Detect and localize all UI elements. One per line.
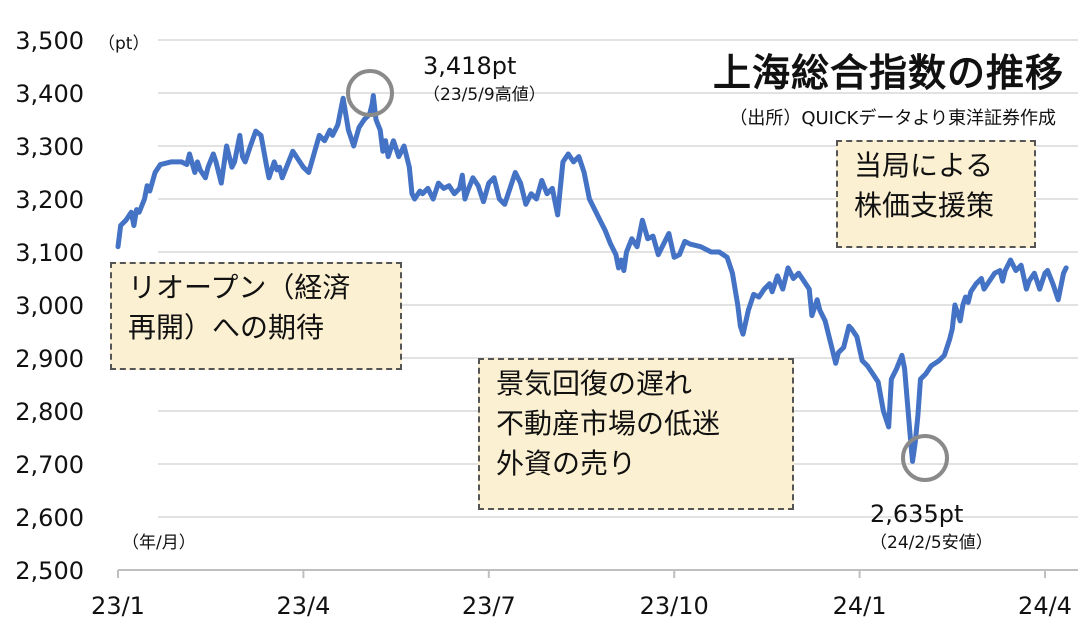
low-value: 2,635pt (870, 500, 964, 528)
y-tick-label: 3,100 (15, 239, 84, 267)
x-axis-ticks: 23/1 23/4 23/7 23/10 24/1 24/4 (91, 570, 1072, 620)
support-note-line-1: 当局による (854, 149, 994, 182)
support-note-box: 当局による 株価支援策 (836, 140, 1036, 248)
slowdown-note-line-3: 外資の売り (496, 447, 637, 480)
y-tick-label: 3,300 (15, 133, 84, 161)
chart-title: 上海総合指数の推移 (712, 51, 1064, 95)
x-tick-label: 24/1 (833, 592, 887, 620)
high-annotation: 3,418pt （23/5/9高値） (423, 52, 546, 105)
y-axis-ticks: 2,500 2,600 2,700 2,800 2,900 3,000 3,100 3,200… (15, 27, 84, 585)
slowdown-note-line-1: 景気回復の遅れ (496, 367, 693, 400)
low-marker-circle (901, 434, 949, 482)
high-value: 3,418pt (423, 52, 517, 80)
y-tick-label: 3,000 (15, 292, 84, 320)
slowdown-note-line-2: 不動産市場の低迷 (496, 407, 721, 440)
x-axis-unit-label: （年/月） (122, 533, 196, 553)
source-note: （出所）QUICKデータより東洋証券作成 (729, 108, 1056, 129)
y-tick-label: 2,500 (15, 557, 84, 585)
high-date: （23/5/9高値） (423, 85, 546, 105)
x-tick-label: 23/7 (462, 592, 516, 620)
y-axis-unit-label: （pt） (98, 34, 149, 54)
reopen-note-line-1: リオープン（経済 (128, 271, 351, 304)
low-date: （24/2/5安値） (870, 533, 993, 553)
support-note-line-2: 株価支援策 (854, 189, 995, 222)
y-tick-label: 2,700 (15, 451, 84, 479)
reopen-note-line-2: 再開）への期待 (128, 311, 325, 344)
y-tick-label: 2,800 (15, 398, 84, 426)
low-annotation: 2,635pt （24/2/5安値） (870, 500, 993, 553)
x-tick-label: 23/1 (91, 592, 145, 620)
slowdown-note-box: 景気回復の遅れ 不動産市場の低迷 外資の売り (478, 358, 794, 510)
x-tick-label: 23/10 (640, 592, 709, 620)
series-line (115, 93, 1069, 464)
y-tick-label: 2,600 (15, 504, 84, 532)
reopen-note-box: リオープン（経済 再開）への期待 (110, 262, 402, 370)
y-tick-label: 2,900 (15, 345, 84, 373)
series-group (115, 93, 1069, 464)
high-marker-circle (346, 69, 394, 117)
y-tick-label: 3,200 (15, 186, 84, 214)
x-tick-label: 23/4 (276, 592, 330, 620)
y-tick-label: 3,400 (15, 80, 84, 108)
x-tick-label: 24/4 (1018, 592, 1072, 620)
y-tick-label: 3,500 (15, 27, 84, 55)
